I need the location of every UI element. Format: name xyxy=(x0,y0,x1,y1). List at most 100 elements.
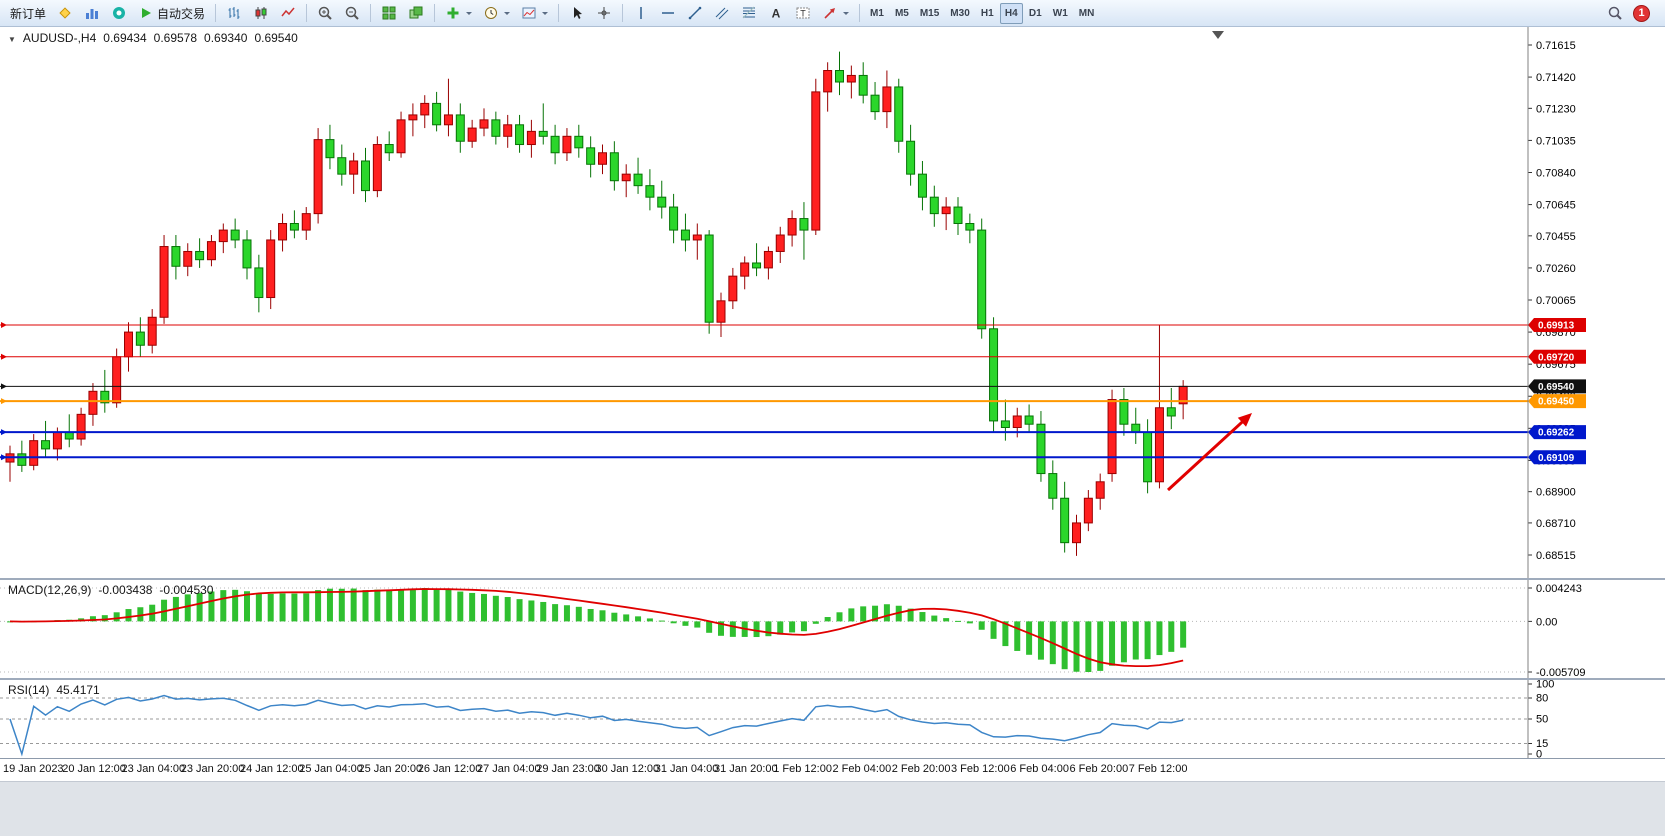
clock-icon xyxy=(483,5,499,21)
zoom-in-icon xyxy=(317,5,333,21)
vertical-line-button[interactable] xyxy=(628,3,654,24)
candle xyxy=(728,267,738,310)
candles-chart-type-button[interactable] xyxy=(248,3,274,24)
timeframe-mn-button[interactable]: MN xyxy=(1074,3,1100,24)
timeframe-m5-button[interactable]: M5 xyxy=(890,3,914,24)
rsi-panel: RSI(14) 45.4171 100 80 50 15 0 xyxy=(0,678,1665,758)
timeframe-h4-button[interactable]: H4 xyxy=(999,2,1023,24)
svg-text:0.69109: 0.69109 xyxy=(1538,453,1575,464)
candle xyxy=(100,369,110,413)
timeframe-label: M5 xyxy=(894,7,909,19)
ohlc-bars-icon xyxy=(226,5,242,21)
candle xyxy=(396,111,406,158)
candle xyxy=(76,407,86,446)
notification-badge[interactable]: 1 xyxy=(1633,4,1650,22)
zoom-in-button[interactable] xyxy=(312,3,338,24)
template-icon xyxy=(521,5,537,21)
candle xyxy=(977,218,987,339)
bars-chart-type-button[interactable] xyxy=(221,3,247,24)
macd-canvas[interactable]: 0.004243 0.00 -0.005709 xyxy=(0,580,1665,678)
search-button[interactable] xyxy=(1602,3,1628,24)
candle xyxy=(929,185,939,227)
candle xyxy=(29,434,39,471)
candle xyxy=(171,235,181,280)
cascade-windows-button[interactable] xyxy=(403,3,429,24)
candle xyxy=(88,383,98,426)
arrow-shape-icon xyxy=(822,5,838,21)
timeframe-m1-button[interactable]: M1 xyxy=(865,3,889,24)
tile-windows-button[interactable] xyxy=(376,3,402,24)
candle xyxy=(1166,388,1176,430)
time-axis-label: 24 Jan 12:00 xyxy=(240,763,304,775)
text-label-button[interactable]: T xyxy=(790,3,816,24)
candle xyxy=(858,62,868,104)
one-click-trading-toggle[interactable] xyxy=(8,31,16,45)
periods-button[interactable] xyxy=(478,3,515,24)
fibonacci-button[interactable] xyxy=(736,3,762,24)
rsi-canvas[interactable]: 100 80 50 150 xyxy=(0,680,1665,758)
price-tag-0.69262: 0.69262 xyxy=(1528,425,1586,440)
crosshair-button[interactable] xyxy=(591,3,617,24)
charts-window-button[interactable] xyxy=(79,3,105,24)
candle xyxy=(906,124,916,186)
indicators-button[interactable] xyxy=(440,3,477,24)
timeframe-w1-button[interactable]: W1 xyxy=(1048,3,1073,24)
timeframe-label: M1 xyxy=(870,7,884,19)
candle xyxy=(41,420,51,458)
timeframe-label: M15 xyxy=(919,7,940,19)
price-chart-canvas[interactable]: 0.71615 0.71420 0.71230 0.71035 0.70840 0.706… xyxy=(0,27,1665,578)
autotrading-button[interactable]: 自动交易 xyxy=(133,3,210,24)
candle xyxy=(1095,473,1105,510)
timeframe-m30-button[interactable]: M30 xyxy=(945,3,974,24)
templates-button[interactable] xyxy=(516,3,553,24)
rsi-header: RSI(14) 45.4171 xyxy=(8,683,107,697)
candle xyxy=(432,91,442,132)
channel-button[interactable] xyxy=(709,3,735,24)
horizontal-line-button[interactable] xyxy=(655,3,681,24)
timeframe-m15-button[interactable]: M15 xyxy=(915,3,944,24)
candle xyxy=(740,256,750,290)
time-axis-label: 31 Jan 20:00 xyxy=(714,763,778,775)
market-watch-button[interactable] xyxy=(106,3,132,24)
new-order-button[interactable]: 新订单 xyxy=(5,3,51,24)
chart-shift-marker[interactable] xyxy=(1212,31,1224,39)
price-line-left-marker xyxy=(1,353,7,360)
candle xyxy=(159,235,169,324)
line-chart-type-button[interactable] xyxy=(275,3,301,24)
trend-arrow-head xyxy=(1237,413,1252,427)
text-button[interactable]: A xyxy=(763,3,789,24)
macd-histogram xyxy=(7,588,1187,672)
time-axis[interactable]: 19 Jan 2023 20 Jan 12:00 23 Jan 04:00 23 Ja… xyxy=(0,758,1665,781)
time-axis-label: 6 Feb 04:00 xyxy=(1010,763,1069,775)
arrows-button[interactable] xyxy=(817,3,854,24)
candle xyxy=(503,114,513,148)
candle xyxy=(692,223,702,260)
candle xyxy=(538,103,548,145)
candle xyxy=(1107,389,1117,482)
candle xyxy=(5,445,15,482)
rsi-value: 45.4171 xyxy=(56,683,100,697)
macd-signal-line xyxy=(9,588,1184,667)
candle xyxy=(254,254,264,313)
candle xyxy=(716,292,726,338)
trend-arrow-annotation[interactable] xyxy=(1166,415,1249,492)
timeframe-h1-button[interactable]: H1 xyxy=(976,3,999,24)
cursor-button[interactable] xyxy=(564,3,590,24)
candle xyxy=(467,119,477,148)
zoom-out-button[interactable] xyxy=(339,3,365,24)
svg-text:T: T xyxy=(800,9,806,19)
candle xyxy=(515,114,525,153)
candle xyxy=(1060,481,1070,553)
candle xyxy=(372,136,382,198)
candle xyxy=(1072,514,1081,556)
price-axis-label: 0.71615 xyxy=(1536,40,1576,52)
candle xyxy=(704,230,714,334)
candle xyxy=(1000,399,1010,441)
candle xyxy=(266,230,276,310)
price-axis-label: 0.68515 xyxy=(1536,550,1576,562)
metaeditor-button[interactable] xyxy=(52,3,78,24)
macd-main-value: -0.003438 xyxy=(98,583,153,597)
timeframe-d1-button[interactable]: D1 xyxy=(1024,3,1047,24)
trendline-button[interactable] xyxy=(682,3,708,24)
